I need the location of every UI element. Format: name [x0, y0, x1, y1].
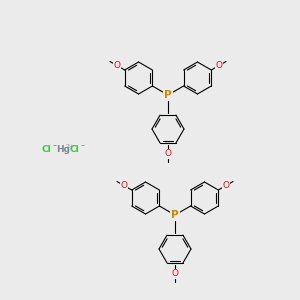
Text: O: O: [172, 269, 178, 278]
Text: Hg: Hg: [56, 146, 70, 154]
Text: Cl: Cl: [42, 146, 52, 154]
Text: ⁻: ⁻: [80, 142, 84, 152]
Text: O: O: [164, 149, 172, 158]
Text: P: P: [164, 90, 172, 100]
Text: O: O: [216, 61, 223, 70]
Text: Cl: Cl: [70, 146, 80, 154]
Text: 2+: 2+: [66, 145, 75, 149]
Text: ⁻: ⁻: [52, 142, 56, 152]
Text: O: O: [223, 181, 230, 190]
Text: P: P: [171, 210, 179, 220]
Text: O: O: [120, 181, 128, 190]
Text: O: O: [113, 61, 120, 70]
